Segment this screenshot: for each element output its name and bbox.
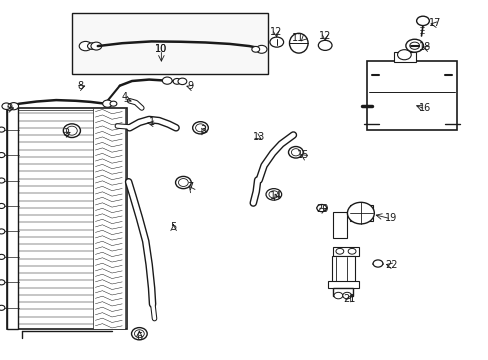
- Ellipse shape: [178, 179, 188, 186]
- Circle shape: [173, 78, 181, 84]
- Ellipse shape: [288, 147, 303, 158]
- Circle shape: [409, 42, 419, 49]
- Ellipse shape: [66, 126, 77, 135]
- Text: 10: 10: [155, 44, 167, 54]
- Circle shape: [0, 255, 5, 260]
- Ellipse shape: [131, 328, 147, 340]
- Text: 2: 2: [63, 128, 69, 138]
- Bar: [331, 256, 354, 283]
- Bar: [7, 108, 127, 329]
- Text: 8: 8: [78, 81, 83, 91]
- Ellipse shape: [63, 124, 80, 138]
- Bar: [7, 108, 18, 329]
- Bar: [349, 205, 372, 221]
- Text: 21: 21: [343, 294, 355, 304]
- Circle shape: [347, 248, 355, 254]
- Circle shape: [0, 305, 5, 310]
- Bar: [93, 108, 124, 329]
- Text: 15: 15: [296, 150, 309, 160]
- Text: 9: 9: [7, 103, 13, 113]
- Circle shape: [0, 203, 5, 208]
- Ellipse shape: [192, 122, 208, 134]
- Circle shape: [2, 103, 11, 109]
- Circle shape: [397, 50, 410, 60]
- Bar: [327, 281, 359, 288]
- Ellipse shape: [175, 176, 191, 189]
- Bar: [72, 13, 267, 74]
- Circle shape: [318, 40, 331, 50]
- Circle shape: [0, 229, 5, 234]
- Text: 11: 11: [291, 33, 304, 43]
- Ellipse shape: [195, 124, 205, 132]
- Text: 17: 17: [428, 18, 441, 28]
- Circle shape: [333, 292, 342, 299]
- Bar: [393, 52, 415, 62]
- Text: 19: 19: [384, 213, 397, 223]
- Text: 22: 22: [384, 260, 397, 270]
- Circle shape: [0, 178, 5, 183]
- Ellipse shape: [289, 33, 307, 53]
- Circle shape: [162, 77, 172, 84]
- Bar: [332, 212, 346, 238]
- Circle shape: [316, 204, 326, 212]
- Text: 9: 9: [187, 81, 193, 91]
- Text: 4: 4: [122, 92, 127, 102]
- Circle shape: [0, 127, 5, 132]
- Circle shape: [91, 42, 102, 50]
- Circle shape: [251, 46, 259, 52]
- Circle shape: [405, 39, 423, 52]
- Ellipse shape: [346, 202, 374, 224]
- Circle shape: [79, 41, 92, 51]
- Text: 12: 12: [269, 27, 282, 37]
- Circle shape: [269, 37, 283, 47]
- Circle shape: [265, 189, 281, 200]
- Circle shape: [102, 100, 112, 107]
- Circle shape: [372, 260, 382, 267]
- Ellipse shape: [291, 149, 300, 156]
- Circle shape: [0, 153, 5, 158]
- Text: 1: 1: [148, 117, 154, 127]
- Circle shape: [342, 292, 351, 299]
- Text: 5: 5: [170, 222, 176, 232]
- Circle shape: [268, 191, 278, 198]
- Text: 16: 16: [418, 103, 431, 113]
- Text: 14: 14: [269, 191, 282, 201]
- Bar: [366, 61, 456, 130]
- Ellipse shape: [134, 330, 144, 338]
- Bar: [332, 247, 359, 256]
- Circle shape: [0, 280, 5, 285]
- Circle shape: [178, 78, 186, 85]
- Text: 10: 10: [155, 44, 167, 54]
- Circle shape: [110, 101, 117, 106]
- Text: 13: 13: [252, 132, 265, 142]
- Bar: [333, 288, 352, 296]
- Text: 20: 20: [316, 204, 328, 214]
- Circle shape: [87, 43, 96, 49]
- Circle shape: [416, 16, 428, 26]
- Bar: [12, 110, 95, 328]
- Circle shape: [9, 103, 19, 110]
- Circle shape: [335, 248, 343, 254]
- Circle shape: [256, 45, 266, 53]
- Text: 3: 3: [200, 125, 205, 135]
- Text: 12: 12: [318, 31, 331, 41]
- Text: 7: 7: [187, 182, 193, 192]
- Text: 6: 6: [136, 332, 142, 342]
- Text: 18: 18: [418, 42, 431, 52]
